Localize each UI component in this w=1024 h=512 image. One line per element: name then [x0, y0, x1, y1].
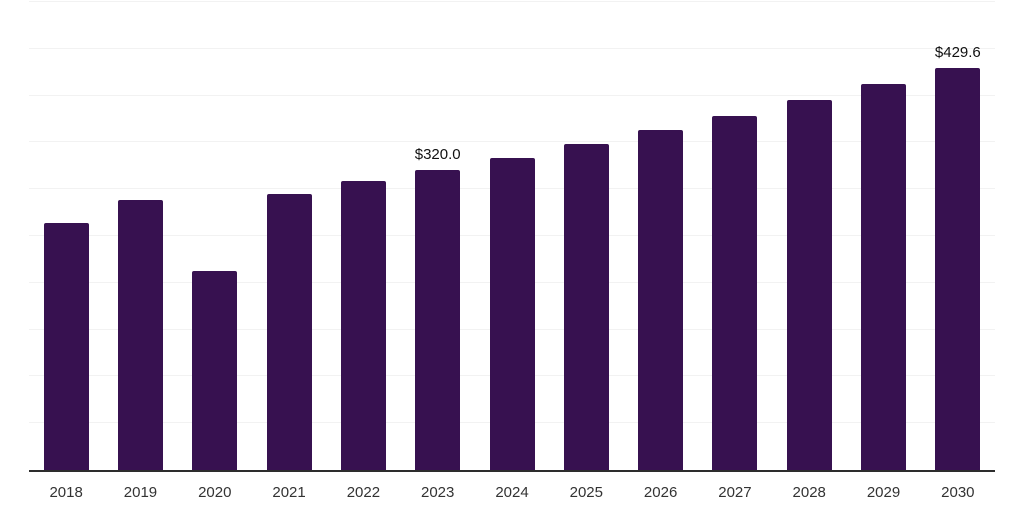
bar-2022: [340, 180, 386, 470]
bar-2023: [415, 170, 461, 470]
gridline-500: [29, 1, 995, 2]
bar-2029: [861, 84, 907, 470]
bar-2028: [786, 100, 832, 470]
bar-2030: [935, 67, 981, 470]
bar-2026: [638, 130, 684, 470]
x-tick-label-2020: 2020: [198, 484, 232, 501]
bar-2019: [117, 199, 163, 470]
bar-value-label-2030: $429.6: [934, 43, 981, 61]
bar-2020: [192, 270, 238, 470]
bar-2027: [712, 115, 758, 470]
gridline-450: [29, 47, 995, 49]
x-tick-label-2026: 2026: [643, 484, 678, 501]
bar-2025: [563, 144, 609, 470]
x-tick-label-2025: 2025: [569, 484, 603, 501]
gridline-400: [29, 94, 995, 96]
plot-area: $320.0 $429.6: [29, 1, 995, 470]
x-tick-label-2024: 2024: [495, 484, 529, 501]
x-tick-label-2030: 2030: [941, 484, 975, 501]
x-tick-label-2028: 2028: [792, 484, 826, 501]
bar-2024: [489, 157, 535, 470]
x-tick-label-2018: 2018: [49, 484, 83, 501]
x-axis-line: [29, 470, 995, 472]
x-tick-label-2022: 2022: [346, 484, 381, 501]
x-tick-label-2023: 2023: [421, 484, 455, 501]
bar-2021: [266, 193, 312, 470]
gridline-350: [29, 141, 995, 143]
x-tick-label-2029: 2029: [866, 484, 901, 501]
x-tick-label-2021: 2021: [272, 484, 306, 501]
bar-2018: [43, 222, 89, 470]
x-tick-label-2019: 2019: [123, 484, 158, 501]
bar-value-label-2023: $320.0: [414, 146, 461, 164]
x-tick-label-2027: 2027: [718, 484, 752, 501]
